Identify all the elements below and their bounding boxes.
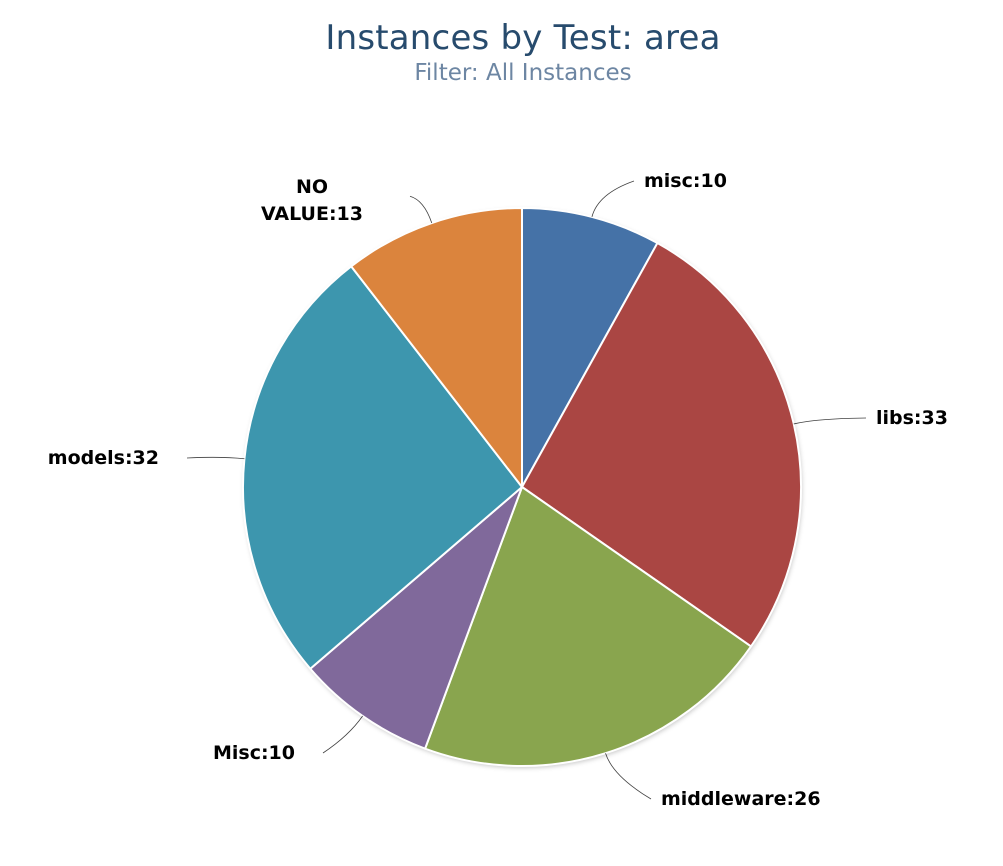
connector-middleware bbox=[605, 753, 652, 800]
data-label-middleware: middleware:26 bbox=[661, 788, 821, 810]
chart-title: Instances by Test: area bbox=[325, 18, 721, 58]
connector-misc bbox=[322, 715, 363, 754]
pie-slice-misc[interactable] bbox=[521, 207, 659, 488]
data-label-misc: Misc:10 bbox=[213, 742, 295, 764]
connector-misc bbox=[591, 180, 635, 218]
pie-connectors bbox=[186, 180, 867, 800]
pie-slice-models[interactable] bbox=[242, 265, 523, 670]
data-label-misc: misc:10 bbox=[644, 170, 727, 192]
data-label-models: models:32 bbox=[48, 447, 159, 469]
pie-slice-no-value[interactable] bbox=[350, 207, 523, 488]
data-label-libs: libs:33 bbox=[876, 407, 948, 429]
pie-labels: misc:10 libs:33 middleware:26 Misc:10 models… bbox=[48, 170, 948, 810]
pie-slices bbox=[242, 207, 802, 767]
pie-slice-middleware[interactable] bbox=[424, 486, 752, 767]
data-label-no-value: NO VALUE:13 bbox=[261, 176, 363, 225]
connector-libs bbox=[793, 417, 867, 425]
connector-no-value bbox=[409, 195, 433, 224]
chart-subtitle: Filter: All Instances bbox=[414, 60, 632, 86]
pie-slice-misc[interactable] bbox=[309, 486, 523, 750]
connector-models bbox=[186, 456, 245, 460]
